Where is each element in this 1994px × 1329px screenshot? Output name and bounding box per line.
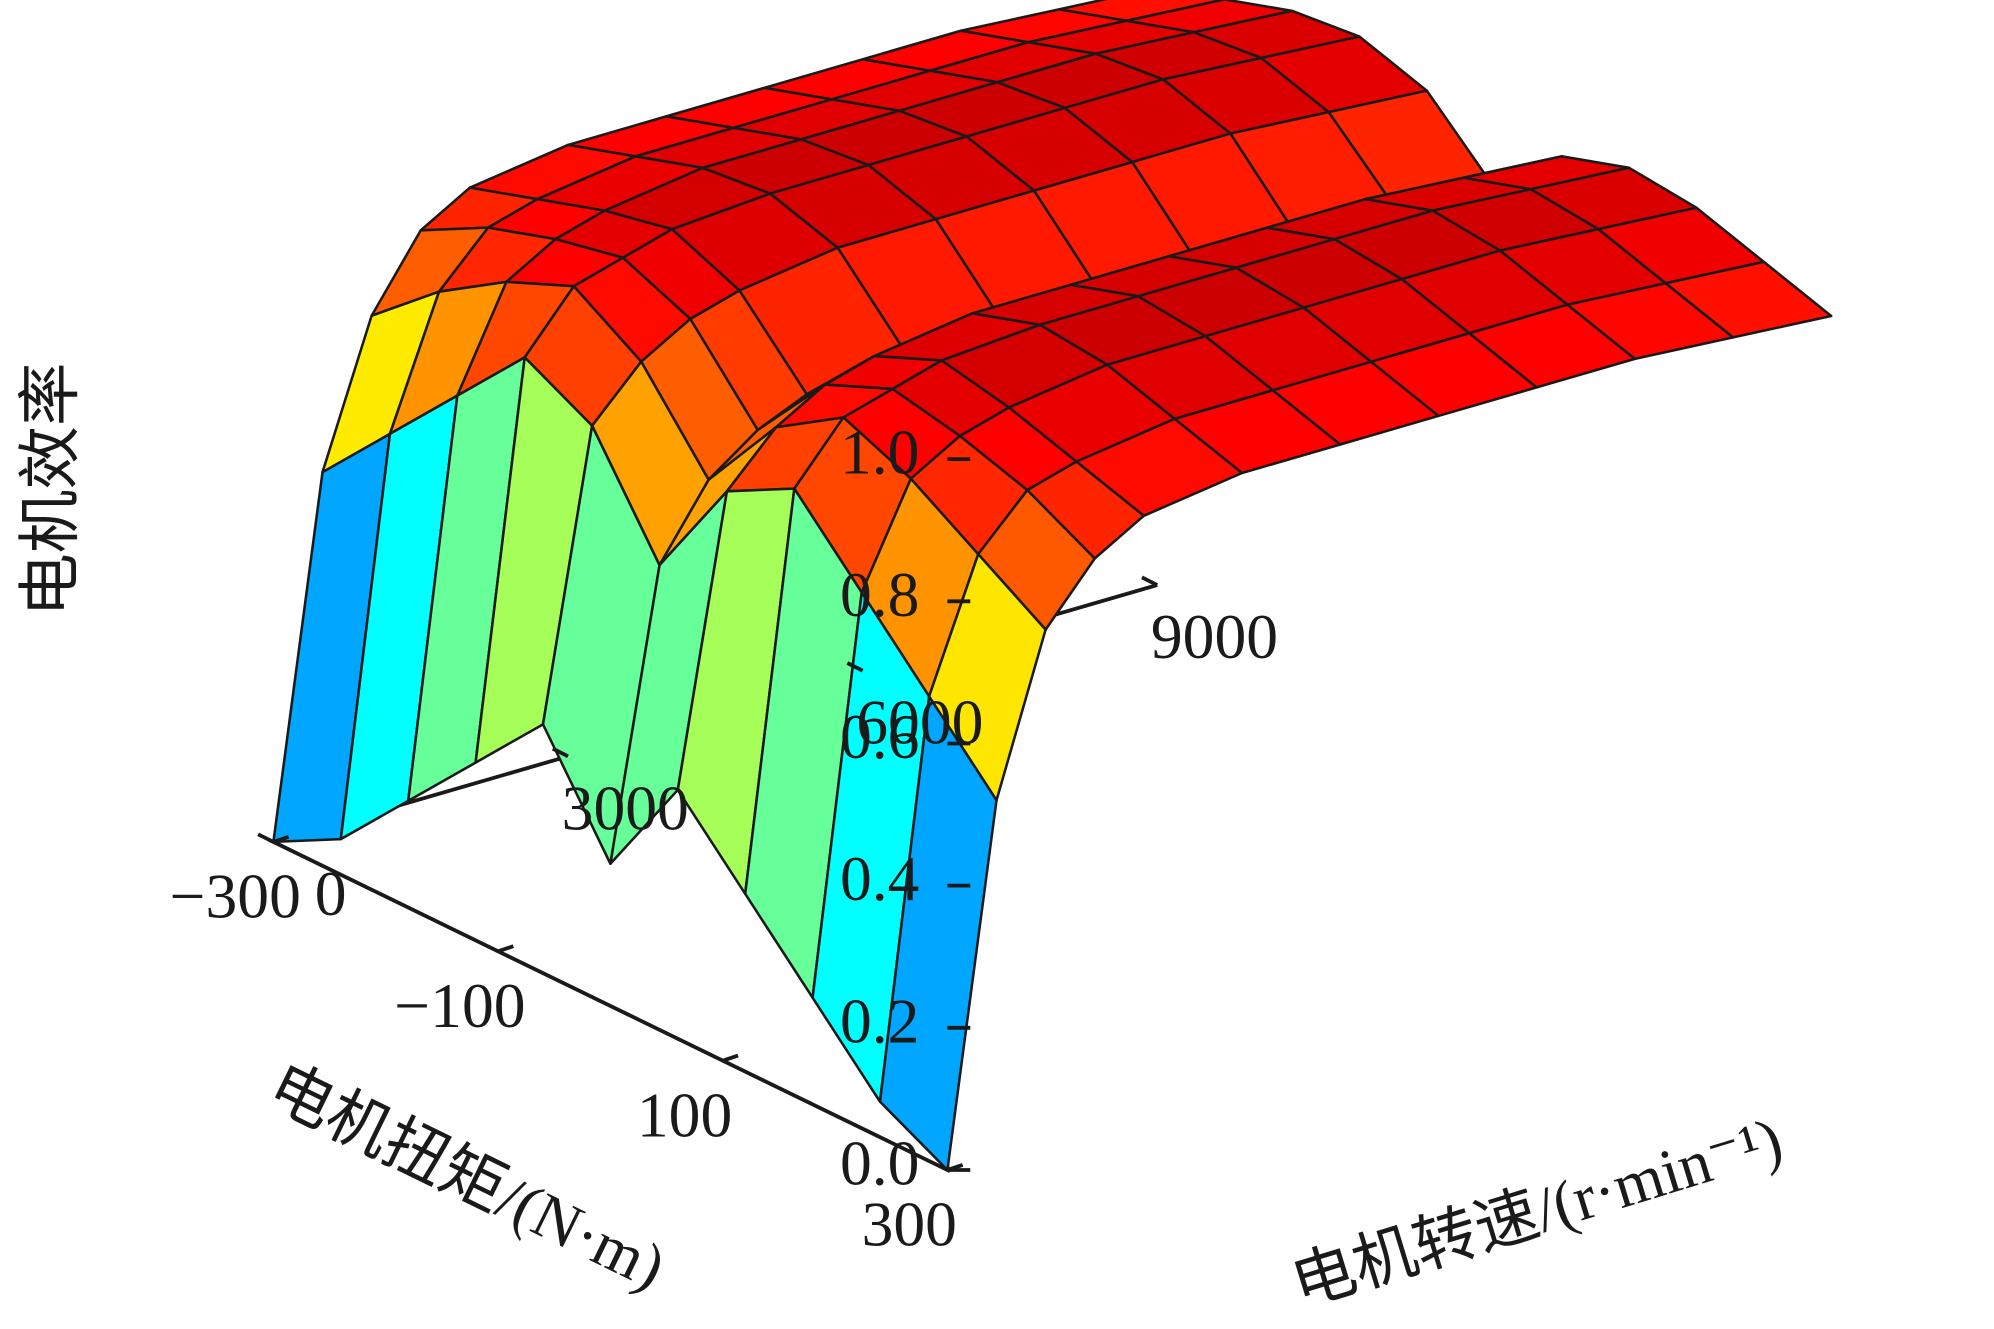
y-tick-label: −100 <box>394 970 525 1041</box>
x-tick-label: 3000 <box>562 772 689 843</box>
x-tick <box>551 746 569 758</box>
x-axis-label: 电机转速/(r·min⁻¹) <box>1283 1103 1790 1319</box>
y-tick <box>497 944 514 954</box>
x-tick <box>846 661 864 673</box>
surface-face <box>878 695 998 1172</box>
z-tick-label: 0.2 <box>840 985 919 1056</box>
y-tick <box>272 835 290 844</box>
z-tick-label: 0.8 <box>840 559 919 630</box>
y-tick-label: −300 <box>170 861 301 932</box>
y-axis-label: 电机扭矩/(N·m) <box>258 1050 676 1303</box>
x-tick-label: 9000 <box>1151 601 1278 672</box>
y-tick <box>946 1163 964 1172</box>
x-tick <box>257 832 275 844</box>
z-tick-label: 0.0 <box>840 1128 919 1199</box>
y-tick-label: 300 <box>862 1189 957 1260</box>
z-axis-label: 电机效率 <box>15 362 86 616</box>
x-tick-label: 0 <box>315 858 347 929</box>
z-tick-label: 0.4 <box>840 843 919 914</box>
x-tick <box>1141 575 1159 587</box>
y-tick <box>722 1053 739 1063</box>
z-tick-label: 1.0 <box>840 417 919 488</box>
y-tick-label: 100 <box>637 1079 732 1150</box>
x-tick-label: 6000 <box>856 687 983 758</box>
z-tick-label: 0.6 <box>840 701 919 772</box>
